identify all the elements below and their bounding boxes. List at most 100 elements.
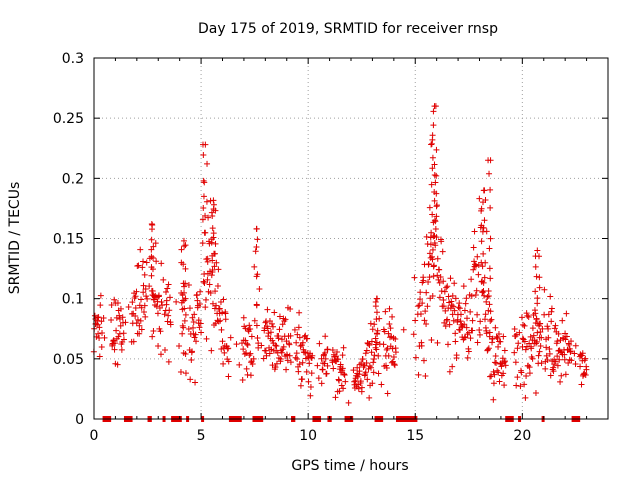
data-point bbox=[255, 340, 262, 347]
data-point bbox=[392, 336, 399, 343]
data-point bbox=[206, 281, 213, 288]
data-point bbox=[521, 381, 528, 388]
data-point bbox=[108, 317, 115, 324]
data-point bbox=[209, 225, 216, 232]
data-point bbox=[483, 298, 490, 305]
data-point bbox=[185, 281, 192, 288]
data-point bbox=[390, 353, 397, 360]
data-point bbox=[215, 318, 222, 325]
data-point bbox=[532, 390, 539, 397]
data-point bbox=[428, 229, 435, 236]
data-point bbox=[457, 311, 464, 318]
data-point bbox=[224, 345, 231, 352]
data-point bbox=[511, 325, 518, 332]
data-point bbox=[427, 241, 434, 248]
data-point bbox=[219, 338, 226, 345]
data-point bbox=[203, 335, 210, 342]
data-point bbox=[242, 337, 249, 344]
data-point bbox=[432, 225, 439, 232]
data-point bbox=[173, 298, 180, 305]
data-point bbox=[254, 271, 261, 278]
data-point bbox=[217, 317, 224, 324]
data-point bbox=[436, 266, 443, 273]
data-point bbox=[426, 250, 433, 257]
data-point bbox=[95, 314, 102, 321]
data-point bbox=[190, 324, 197, 331]
data-point bbox=[434, 255, 441, 262]
data-point bbox=[262, 347, 269, 354]
data-point bbox=[532, 288, 539, 295]
data-point bbox=[495, 369, 502, 376]
data-point bbox=[181, 283, 188, 290]
data-point bbox=[319, 366, 326, 373]
data-point bbox=[111, 346, 118, 353]
data-point bbox=[196, 300, 203, 307]
data-point bbox=[431, 188, 438, 195]
data-point bbox=[417, 289, 424, 296]
data-point bbox=[378, 381, 385, 388]
data-point bbox=[481, 217, 488, 224]
data-point bbox=[355, 385, 362, 392]
data-point bbox=[497, 338, 504, 345]
data-point bbox=[363, 347, 370, 354]
data-point bbox=[487, 275, 494, 282]
data-point bbox=[372, 335, 379, 342]
data-point bbox=[146, 283, 153, 290]
data-point bbox=[366, 341, 373, 348]
data-point bbox=[332, 353, 339, 360]
data-point bbox=[541, 286, 548, 293]
data-point bbox=[205, 214, 212, 221]
data-point bbox=[472, 261, 479, 268]
data-point bbox=[478, 278, 485, 285]
data-point bbox=[273, 342, 280, 349]
data-point bbox=[111, 296, 118, 303]
data-point bbox=[559, 317, 566, 324]
data-point bbox=[95, 330, 102, 337]
data-point bbox=[537, 342, 544, 349]
data-point bbox=[225, 345, 232, 352]
data-point bbox=[477, 318, 484, 325]
data-point bbox=[502, 362, 509, 369]
data-point bbox=[182, 265, 189, 272]
data-point bbox=[556, 356, 563, 363]
data-point bbox=[98, 343, 105, 350]
data-point bbox=[483, 228, 490, 235]
data-point bbox=[533, 340, 540, 347]
data-point bbox=[434, 272, 441, 279]
data-point bbox=[215, 266, 222, 273]
data-point bbox=[135, 262, 142, 269]
data-point bbox=[149, 288, 156, 295]
data-point bbox=[455, 304, 462, 311]
data-point bbox=[136, 322, 143, 329]
data-point bbox=[478, 259, 485, 266]
data-point bbox=[303, 368, 310, 375]
data-point bbox=[157, 351, 164, 358]
data-point bbox=[241, 350, 248, 357]
data-point bbox=[534, 247, 541, 254]
data-point bbox=[211, 263, 218, 270]
data-point bbox=[579, 350, 586, 357]
data-point bbox=[500, 370, 507, 377]
data-point bbox=[487, 373, 494, 380]
data-point bbox=[324, 362, 331, 369]
x-axis: 0 5 10 15 20 bbox=[90, 58, 588, 444]
data-point bbox=[485, 292, 492, 299]
data-point bbox=[572, 361, 579, 368]
data-point bbox=[287, 359, 294, 366]
data-point bbox=[501, 382, 508, 389]
data-point bbox=[485, 345, 492, 352]
data-point bbox=[386, 334, 393, 341]
data-point bbox=[210, 250, 217, 257]
data-point bbox=[150, 327, 157, 334]
data-point bbox=[452, 295, 459, 302]
data-point bbox=[452, 330, 459, 337]
data-point bbox=[165, 281, 172, 288]
data-point bbox=[440, 297, 447, 304]
data-point bbox=[180, 280, 187, 287]
data-point bbox=[204, 270, 211, 277]
data-point bbox=[299, 359, 306, 366]
data-point bbox=[467, 335, 474, 342]
data-point bbox=[424, 303, 431, 310]
data-point bbox=[210, 201, 217, 208]
data-point bbox=[479, 289, 486, 296]
